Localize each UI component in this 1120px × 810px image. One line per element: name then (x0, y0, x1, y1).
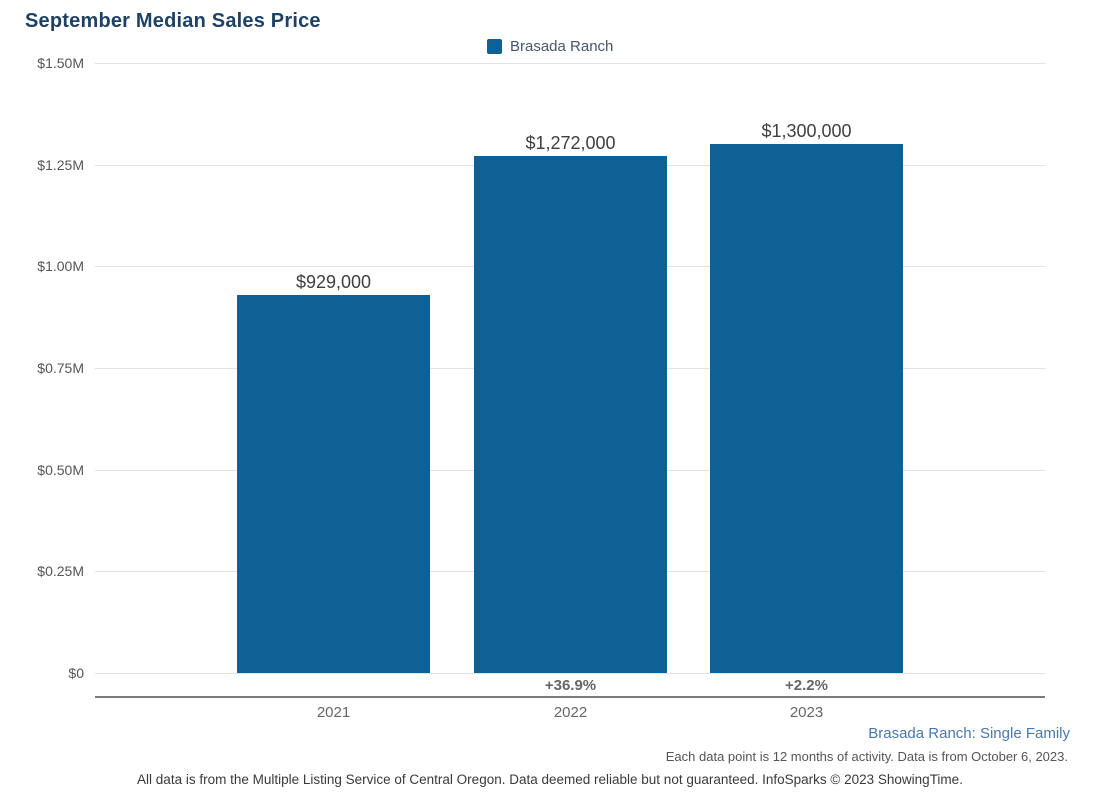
x-axis-category-label: 2023 (789, 704, 824, 721)
gridline (95, 63, 1045, 64)
legend-swatch-icon (487, 39, 502, 54)
y-axis-tick-label: $0.25M (37, 563, 84, 580)
bar-2022[interactable] (474, 155, 667, 673)
y-axis-tick-label: $0.50M (37, 461, 84, 478)
series-footnote: Brasada Ranch: Single Family (868, 725, 1070, 742)
disclaimer-footnote: All data is from the Multiple Listing Se… (137, 772, 963, 787)
bar-value-label: $1,300,000 (761, 121, 852, 142)
y-axis-tick-label: $0.75M (37, 360, 84, 376)
y-axis-tick-label: $1.25M (37, 156, 84, 173)
pct-change-label: +36.9% (544, 677, 597, 694)
data-period-footnote: Each data point is 12 months of activity… (665, 749, 1068, 764)
y-axis-tick-label: $0 (68, 665, 84, 681)
pct-change-label: +2.2% (785, 677, 828, 694)
bar-value-label: $1,272,000 (525, 132, 616, 153)
y-axis-tick-label: $1.00M (37, 258, 84, 275)
chart-title: September Median Sales Price (25, 10, 321, 32)
x-axis-category-label: 2021 (316, 704, 351, 721)
bar-2023[interactable] (710, 144, 903, 673)
gridline (95, 673, 1045, 674)
x-axis-line (95, 696, 1045, 698)
bar-2021[interactable] (237, 295, 430, 673)
x-axis-category-label: 2022 (553, 704, 588, 721)
legend: Brasada Ranch (487, 38, 613, 55)
legend-label: Brasada Ranch (510, 38, 614, 55)
bar-value-label: $929,000 (295, 272, 372, 293)
y-axis-tick-label: $1.50M (37, 55, 84, 71)
